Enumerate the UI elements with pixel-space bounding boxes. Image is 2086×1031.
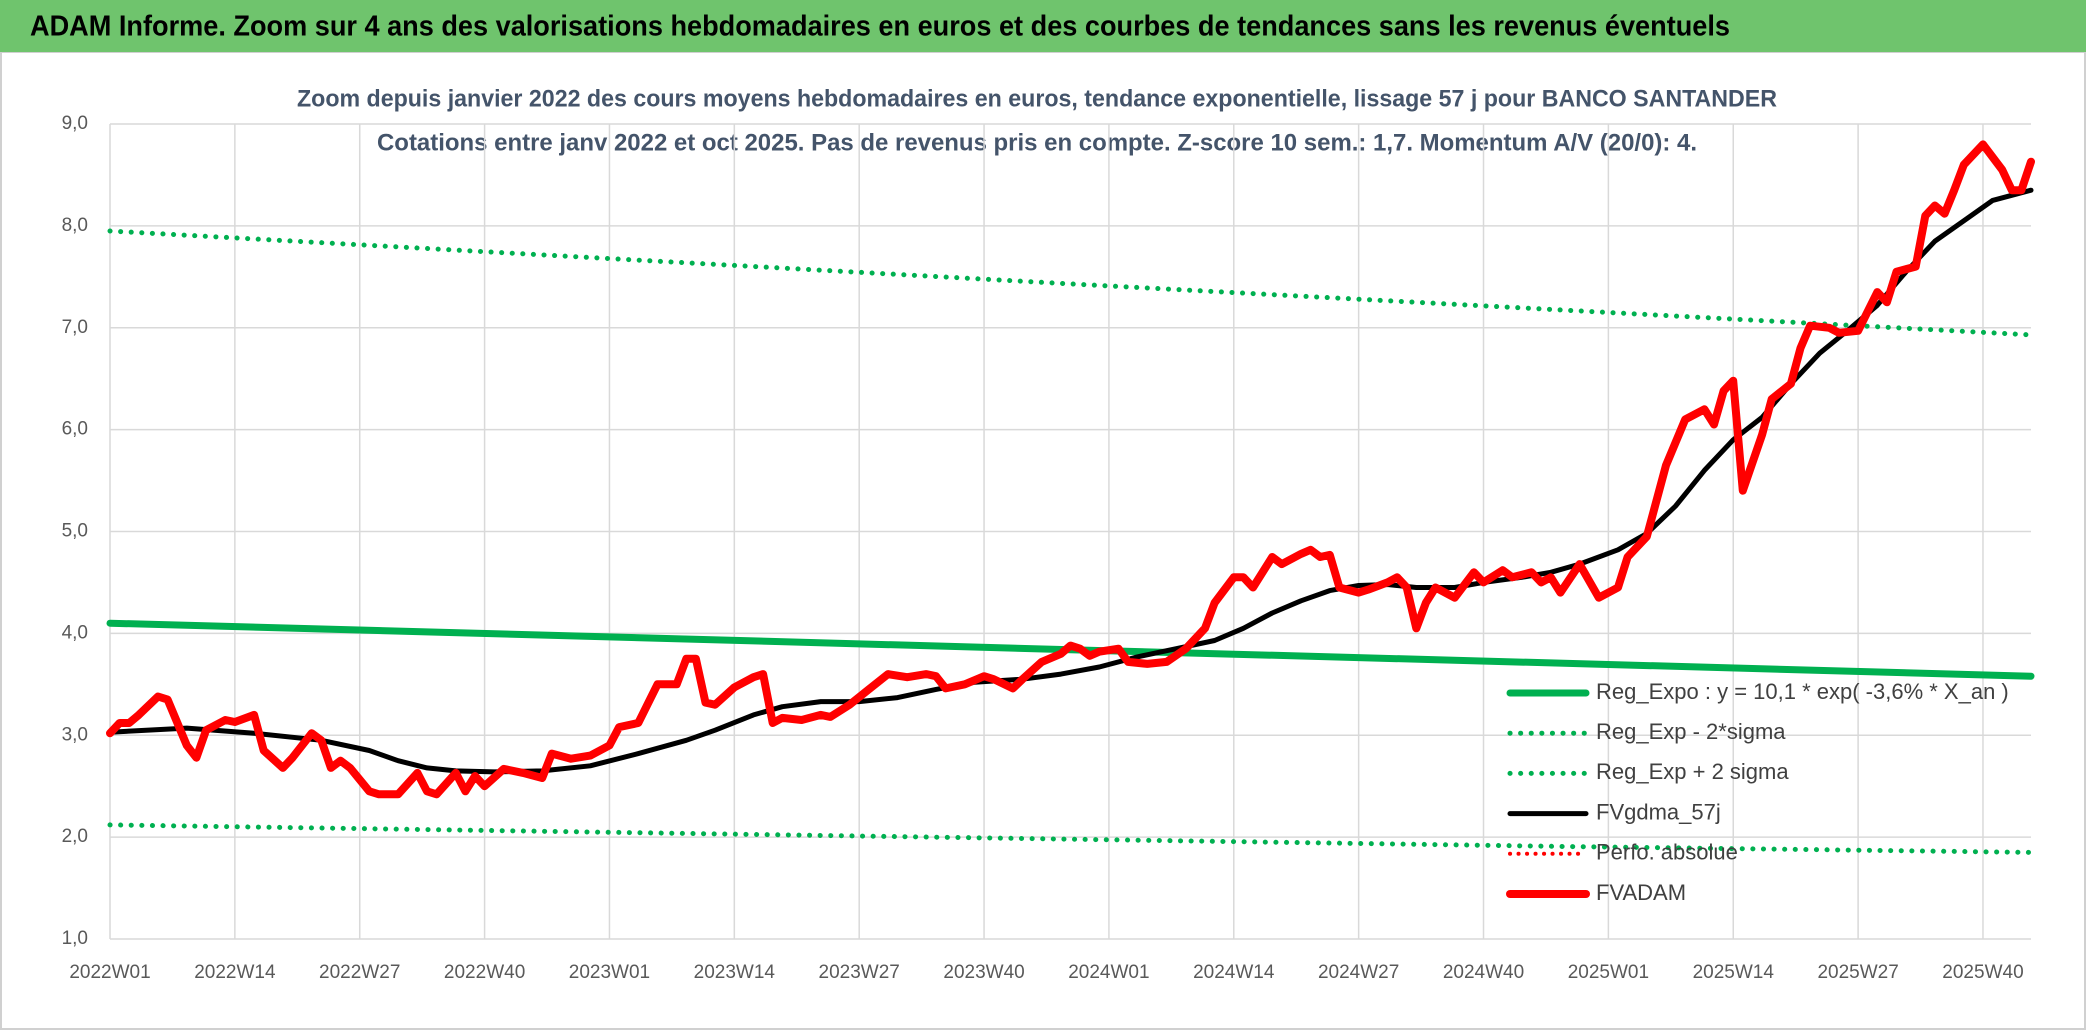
- x-tick-label: 2025W14: [1693, 962, 1775, 983]
- x-tick-label: 2022W01: [69, 962, 150, 983]
- x-tick-label: 2024W01: [1068, 962, 1149, 983]
- x-tick-label: 2024W27: [1318, 962, 1399, 983]
- series-line: [107, 822, 2034, 855]
- y-tick-label: 1,0: [62, 928, 88, 949]
- series-line: [106, 140, 2035, 799]
- y-tick-label: 4,0: [62, 622, 88, 643]
- x-tick-label: 2024W14: [1193, 962, 1275, 983]
- x-tick-label: 2024W40: [1443, 962, 1524, 983]
- y-tick-label: 3,0: [62, 724, 88, 745]
- x-tick-label: 2022W40: [444, 962, 525, 983]
- legend-label: Reg_Exp + 2 sigma: [1596, 759, 1789, 784]
- x-tick-label: 2022W27: [319, 962, 400, 983]
- legend-label: Perfo. absolue: [1596, 840, 1738, 865]
- chart-title: ADAM Informe. Zoom sur 4 ans des valoris…: [30, 11, 1730, 43]
- y-tick-label: 8,0: [62, 215, 88, 236]
- legend-label: FVADAM: [1596, 880, 1686, 905]
- x-tick-label: 2025W27: [1817, 962, 1898, 983]
- chart-subtitle: Cotations entre janv 2022 et oct 2025. P…: [377, 129, 1697, 156]
- y-tick-label: 6,0: [62, 419, 88, 440]
- x-tick-label: 2023W27: [819, 962, 900, 983]
- x-tick-label: 2023W01: [569, 962, 650, 983]
- legend-label: Reg_Exp - 2*sigma: [1596, 719, 1786, 744]
- x-tick-label: 2023W14: [694, 962, 776, 983]
- x-tick-label: 2022W14: [194, 962, 276, 983]
- y-tick-label: 7,0: [62, 317, 88, 338]
- chart-subtitle: Zoom depuis janvier 2022 des cours moyen…: [297, 85, 1777, 112]
- y-tick-label: 5,0: [62, 521, 88, 542]
- y-tick-label: 9,0: [62, 113, 88, 134]
- title-bar: [0, 0, 2086, 52]
- y-tick-label: 2,0: [62, 826, 88, 847]
- legend-label: FVgdma_57j: [1596, 799, 1721, 824]
- x-tick-label: 2025W40: [1942, 962, 2023, 983]
- legend-label: Reg_Expo : y = 10,1 * exp( -3,6% * X_an …: [1596, 679, 2009, 704]
- x-tick-label: 2023W40: [943, 962, 1024, 983]
- x-tick-label: 2025W01: [1568, 962, 1649, 983]
